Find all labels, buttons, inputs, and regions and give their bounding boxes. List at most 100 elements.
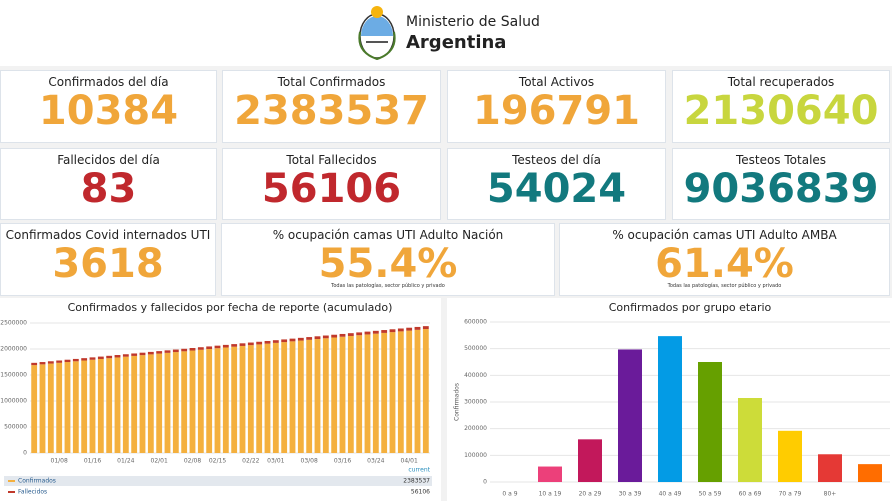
bar-segment <box>72 358 79 362</box>
x-tick-label: 01/08 <box>51 458 68 465</box>
x-tick-label: 01/16 <box>84 458 101 465</box>
bar-segment <box>164 352 171 453</box>
bar-segment <box>347 335 354 453</box>
y-tick-label: 2500000 <box>0 320 27 327</box>
kpi-card: Confirmados del día 10384 <box>0 70 217 143</box>
bar-segment <box>89 359 96 453</box>
kpi-label: Total Fallecidos <box>286 153 377 167</box>
emblem <box>358 6 396 61</box>
x-tick-label: 40 a 49 <box>659 491 682 498</box>
bar-segment <box>397 328 404 332</box>
x-tick-label: 10 a 19 <box>539 491 562 498</box>
bar-segment <box>297 340 304 453</box>
bar-segment <box>139 355 146 453</box>
x-tick-label: 03/16 <box>334 458 351 465</box>
kpi-value: 83 <box>80 166 137 212</box>
bar-segment <box>272 342 279 453</box>
x-tick-label: 60 a 69 <box>739 491 762 498</box>
bar-segment <box>189 350 196 453</box>
bar-segment <box>381 330 388 333</box>
bar-segment <box>364 331 371 335</box>
kpi-value: 2130640 <box>683 88 879 134</box>
bar-segment <box>239 345 246 453</box>
bar-segment <box>372 330 379 334</box>
legend-row <box>4 487 432 497</box>
bar-segment <box>222 344 229 348</box>
kpi-value: 9036839 <box>683 166 879 212</box>
bar-segment <box>47 361 54 364</box>
x-tick-label: 04/01 <box>401 458 418 465</box>
y-tick-label: 500000 <box>464 345 487 352</box>
kpi-label: Testeos Totales <box>735 153 827 167</box>
bar-segment <box>322 338 329 453</box>
kpi-value: 55.4% <box>318 241 458 287</box>
bar-segment <box>72 361 79 453</box>
chart-title: Confirmados por grupo etario <box>609 301 772 314</box>
country: Argentina <box>406 32 507 53</box>
bar-segment <box>214 348 221 453</box>
bar-segment <box>131 355 138 453</box>
bar <box>538 466 562 482</box>
bar-segment <box>64 362 71 453</box>
kpi-label: % ocupación camas UTI Adulto AMBA <box>612 228 837 242</box>
legend-swatch <box>8 491 15 493</box>
kpi-label: Testeos del día <box>512 153 601 167</box>
legend-row <box>4 476 432 486</box>
bar-segment <box>247 345 254 453</box>
bar-segment <box>39 364 46 453</box>
legend-swatch <box>8 480 15 482</box>
bar-segment <box>406 327 413 331</box>
kpi-card: Total recuperados 2130640 <box>672 70 890 143</box>
bar-segment <box>372 333 379 453</box>
x-tick-label: 50 a 59 <box>699 491 722 498</box>
bar-segment <box>89 357 96 360</box>
y-tick-label: 2000000 <box>0 346 27 353</box>
bar-segment <box>231 346 238 453</box>
bar-segment <box>414 329 421 453</box>
kpi-label: Confirmados Covid internados UTI <box>5 228 211 242</box>
bar-segment <box>231 344 238 347</box>
ministry: Ministerio de Salud <box>406 14 540 30</box>
x-tick-label: 20 a 29 <box>579 491 602 498</box>
y-axis-label: Confirmados <box>454 383 461 421</box>
legend-label: Fallecidos <box>18 489 47 496</box>
bar-segment <box>106 358 113 453</box>
bar-segment <box>422 326 429 330</box>
bar-segment <box>106 355 113 359</box>
kpi-card: Testeos del día 54024 <box>447 148 666 220</box>
cumulative-chart: Confirmados y fallecidos por fecha de re… <box>0 298 441 501</box>
kpi-card: Total Activos 196791 <box>447 70 666 143</box>
kpi-card: Testeos Totales 9036839 <box>672 148 890 220</box>
x-tick-label: 02/15 <box>209 458 226 465</box>
bar-segment <box>114 357 121 453</box>
x-tick-label: 03/08 <box>301 458 318 465</box>
x-tick-label: 80+ <box>824 491 837 498</box>
bar-segment <box>272 340 279 343</box>
bar-segment <box>47 363 54 453</box>
bar-segment <box>31 365 38 453</box>
bar-segment <box>306 339 313 453</box>
bar-segment <box>172 349 179 353</box>
kpi-label: Confirmados del día <box>48 75 169 89</box>
kpi-card: Confirmados Covid internados UTI 3618 <box>0 223 216 296</box>
bar <box>738 398 762 482</box>
bar-segment <box>131 353 138 356</box>
x-tick-label: 02/08 <box>184 458 201 465</box>
bar-segment <box>181 351 188 453</box>
bar-segment <box>147 351 154 355</box>
bar-segment <box>281 339 288 343</box>
kpi-value: 56106 <box>261 166 402 212</box>
y-tick-label: 200000 <box>464 425 487 432</box>
bar-segment <box>264 343 271 453</box>
kpi-label: Total Confirmados <box>277 75 386 89</box>
kpi-label: Total recuperados <box>727 75 835 89</box>
bar-segment <box>156 353 163 453</box>
x-tick-label: 0 a 9 <box>502 491 517 498</box>
bar-segment <box>81 358 88 361</box>
kpi-note: Todas las patologías, sector público y p… <box>667 283 782 289</box>
bar-segment <box>314 339 321 453</box>
bar <box>658 336 682 482</box>
header: Ministerio de Salud Argentina <box>0 0 892 66</box>
bar-segment <box>239 343 246 346</box>
